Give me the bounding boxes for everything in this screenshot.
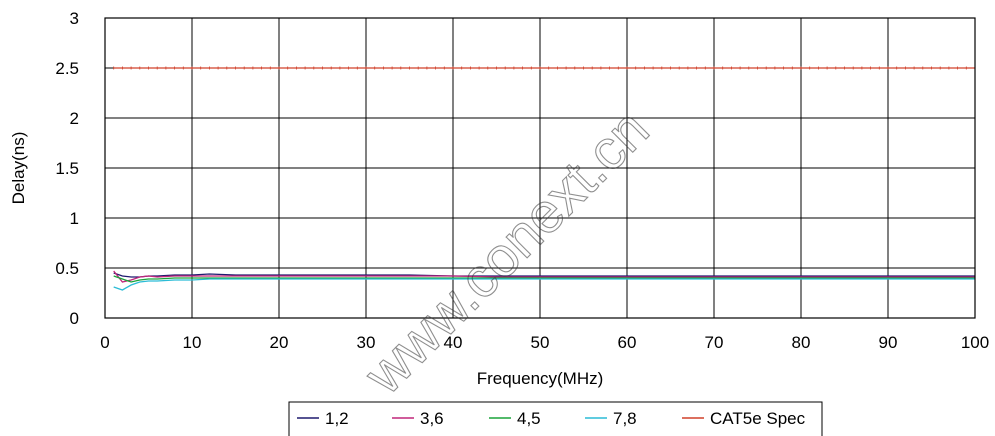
y-tick-label: 0.5: [55, 259, 79, 278]
x-tick-label: 10: [183, 333, 202, 352]
y-tick-label: 1.5: [55, 159, 79, 178]
x-axis-label: Frequency(MHz): [477, 369, 604, 388]
y-tick-label: 2: [70, 109, 79, 128]
x-tick-label: 100: [961, 333, 989, 352]
y-tick-label: 0: [70, 309, 79, 328]
plot-border: [104, 17, 976, 319]
y-axis-label: Delay(ns): [9, 132, 28, 205]
chart-grid: [105, 18, 975, 318]
x-tick-label: 70: [705, 333, 724, 352]
x-tick-label: 20: [270, 333, 289, 352]
series-line: [113, 278, 975, 291]
series-line: [113, 270, 975, 283]
legend-item-label: 1,2: [325, 409, 349, 428]
x-tick-label: 40: [444, 333, 463, 352]
y-tick-label: 1: [70, 209, 79, 228]
x-tick-label: 60: [618, 333, 637, 352]
legend-item-label: 3,6: [420, 409, 444, 428]
legend-box: [288, 401, 823, 436]
watermark-text: www.conext.cn: [351, 97, 660, 406]
legend: 1,2 3,6 4,5 7,8 CAT5e Spec: [288, 401, 823, 436]
x-tick-label: 80: [792, 333, 811, 352]
x-tick-label: 50: [531, 333, 550, 352]
x-axis-ticks: 0 10 20 30 40 50 60 70 80 90 100: [100, 333, 989, 352]
plot-frame: [104, 17, 976, 319]
y-axis-ticks: 0 0.5 1 1.5 2 2.5 3: [55, 9, 79, 328]
legend-item-label: 7,8: [613, 409, 637, 428]
y-tick-label: 3: [70, 9, 79, 28]
chart-series: [113, 66, 976, 291]
series-line: [113, 275, 975, 283]
legend-item-label: CAT5e Spec: [710, 409, 806, 428]
y-tick-label: 2.5: [55, 59, 79, 78]
x-tick-label: 90: [879, 333, 898, 352]
x-tick-label: 30: [357, 333, 376, 352]
x-tick-label: 0: [100, 333, 109, 352]
legend-item-label: 4,5: [517, 409, 541, 428]
